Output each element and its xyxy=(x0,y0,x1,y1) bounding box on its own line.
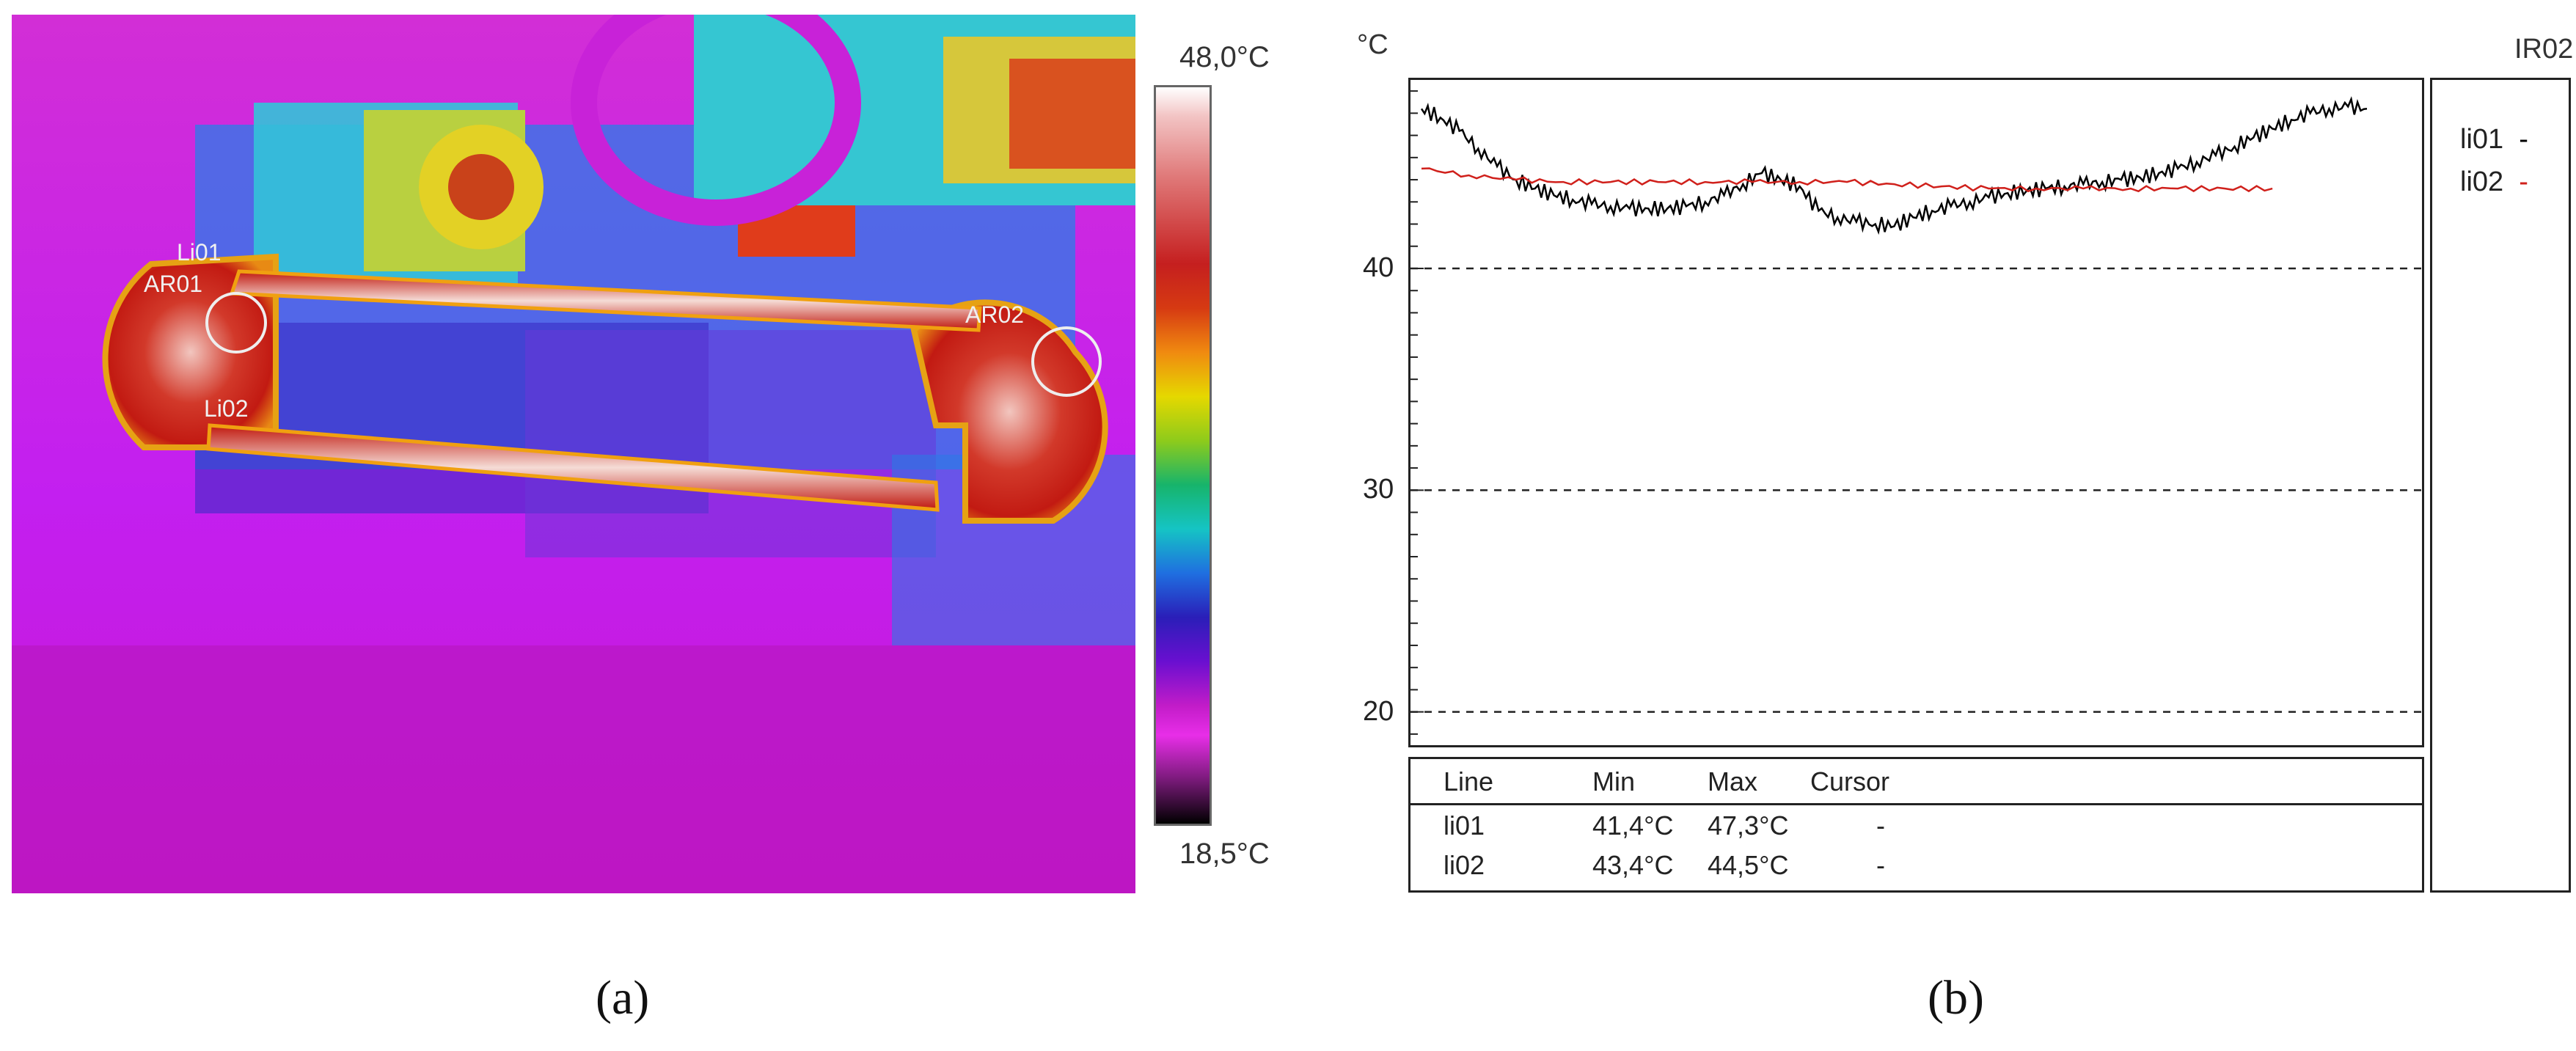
plot-area xyxy=(1408,78,2424,747)
table-header-divider xyxy=(1410,803,2422,805)
ar01-label: AR01 xyxy=(144,271,202,297)
colorbar-min-label: 18,5°C xyxy=(1179,838,1270,870)
source-label: IR02 xyxy=(2514,34,2574,65)
line-chart xyxy=(1410,90,2422,735)
caption-b: (b) xyxy=(1928,971,1984,1025)
legend-marker: - xyxy=(2503,124,2528,155)
stats-table: Line Min Max Cursor li01 41,4°C 47,3°C -… xyxy=(1408,757,2424,893)
li02-label: Li02 xyxy=(204,395,249,422)
table-row-li02-cursor: - xyxy=(1876,850,1885,880)
y-tick-label: 20 xyxy=(1363,695,1394,727)
table-header-line: Line xyxy=(1443,766,1494,797)
legend-box: li01 - li02 - xyxy=(2430,78,2571,893)
ar02-circle xyxy=(1031,326,1102,397)
table-row-li01-cursor: - xyxy=(1876,810,1885,841)
legend-label: li02 xyxy=(2460,166,2504,197)
thermal-image: Li01 AR01 AR02 Li02 xyxy=(12,15,1135,893)
table-header-max: Max xyxy=(1708,766,1758,797)
ar01-circle xyxy=(205,292,267,354)
series-line-li01 xyxy=(1420,96,2368,235)
table-row-li01-min: 41,4°C xyxy=(1592,810,1674,841)
table-header-cursor: Cursor xyxy=(1810,766,1890,797)
y-unit-label: °C xyxy=(1357,29,1388,60)
table-row-li02-line: li02 xyxy=(1443,850,1485,880)
series-line-li02 xyxy=(1421,167,2273,193)
table-row-li02-min: 43,4°C xyxy=(1592,850,1674,880)
table-row-li01-line: li01 xyxy=(1443,810,1485,841)
temperature-colorbar xyxy=(1154,85,1212,826)
ar02-label: AR02 xyxy=(965,301,1024,328)
legend-item-li01: li01 - xyxy=(2460,124,2528,155)
caption-a: (a) xyxy=(596,971,650,1025)
y-tick-label: 30 xyxy=(1363,474,1394,505)
table-row-li01-max: 47,3°C xyxy=(1708,810,1789,841)
li01-label: Li01 xyxy=(177,239,222,266)
legend-label: li01 xyxy=(2460,124,2504,155)
legend-item-li02: li02 - xyxy=(2460,166,2528,198)
y-tick-label: 40 xyxy=(1363,252,1394,283)
table-header-min: Min xyxy=(1592,766,1636,797)
legend-marker: - xyxy=(2503,166,2528,197)
colorbar-max-label: 48,0°C xyxy=(1179,41,1270,73)
table-row-li02-max: 44,5°C xyxy=(1708,850,1789,880)
